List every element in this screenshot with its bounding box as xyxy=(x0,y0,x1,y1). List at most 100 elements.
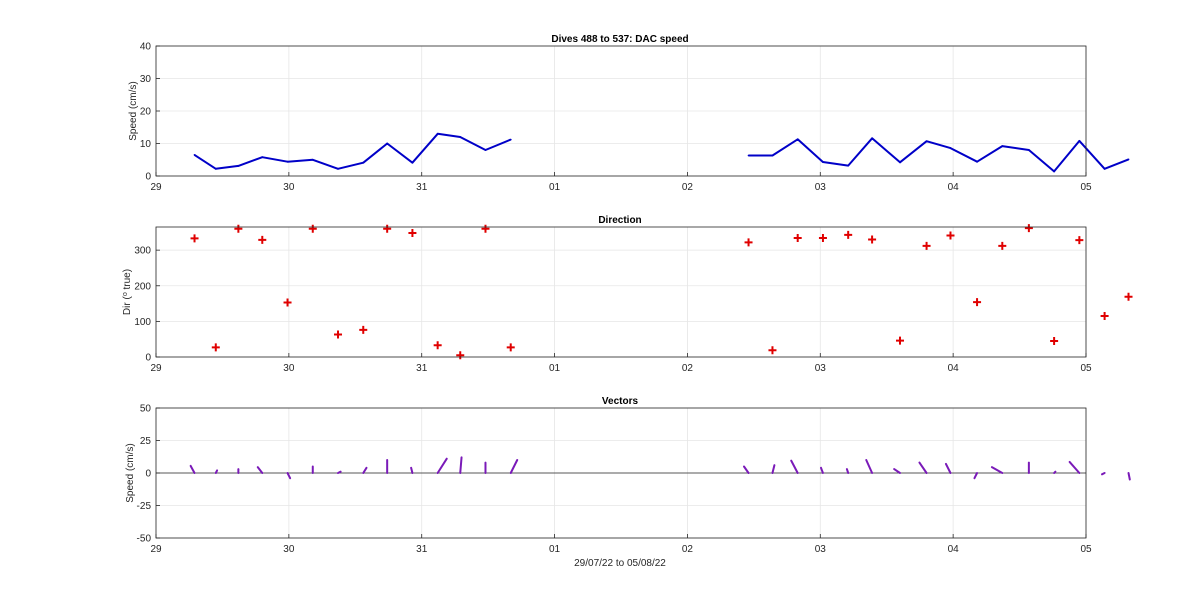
direction-panel: Direction Dir (o true) 29 30 31 01 02 03 04 05 0… xyxy=(122,215,1133,374)
velocity-vector xyxy=(1127,472,1131,481)
velocity-vector xyxy=(337,470,342,474)
speed-data-point xyxy=(1027,149,1030,151)
direction-marker xyxy=(973,298,982,307)
speed-data-point xyxy=(747,154,750,157)
y-tick-label: 50 xyxy=(140,404,152,415)
speed-marks xyxy=(193,132,1130,173)
speed-data-point xyxy=(459,136,462,138)
velocity-vector xyxy=(286,472,292,480)
y-tick-label: 25 xyxy=(140,436,152,447)
x-tick-label: 29 xyxy=(150,363,162,374)
x-tick-label: 31 xyxy=(416,544,428,555)
direction-marker xyxy=(1050,336,1059,345)
speed-data-point xyxy=(1001,145,1004,148)
speed-panel-title: Dives 488 to 537: DAC speed xyxy=(551,34,688,45)
y-tick-label: 20 xyxy=(140,107,152,118)
y-tick-label: -25 xyxy=(137,501,152,512)
speed-tick-labels: 29 30 31 01 02 03 04 05 0 10 20 30 40 xyxy=(140,42,1092,194)
speed-data-point xyxy=(484,149,487,151)
direction-marker xyxy=(359,325,368,334)
x-tick-label: 04 xyxy=(948,544,960,555)
velocity-vector xyxy=(1068,460,1081,474)
direction-marker xyxy=(211,343,220,352)
direction-ylabel-pre: Dir ( xyxy=(122,296,133,316)
speed-data-point xyxy=(949,147,952,149)
velocity-vector xyxy=(771,464,776,474)
direction-marker xyxy=(768,346,777,355)
y-tick-label: 40 xyxy=(140,42,152,53)
direction-tick-labels: 29 30 31 01 02 03 04 05 0 100 200 300 xyxy=(134,246,1092,374)
velocity-vector xyxy=(459,456,463,474)
x-tick-label: 05 xyxy=(1080,363,1092,374)
x-tick-label: 31 xyxy=(416,363,428,374)
speed-data-point xyxy=(771,154,774,157)
y-tick-label: 10 xyxy=(140,139,152,150)
speed-data-point xyxy=(871,137,873,140)
x-tick-label: 02 xyxy=(682,544,694,555)
vectors-tick-labels: 29 30 31 01 02 03 04 05 -50 -25 0 25 50 xyxy=(137,404,1092,556)
x-tick-label: 02 xyxy=(682,182,694,193)
direction-marker xyxy=(818,234,827,243)
speed-data-point xyxy=(1078,140,1081,142)
velocity-vector xyxy=(819,466,824,474)
direction-marker xyxy=(308,224,317,233)
direction-marker xyxy=(896,336,904,345)
velocity-vector xyxy=(509,459,519,474)
x-tick-label: 29 xyxy=(150,544,162,555)
direction-marker xyxy=(1100,312,1109,321)
velocity-vector xyxy=(918,461,928,474)
speed-data-point xyxy=(1127,158,1130,161)
direction-marker xyxy=(868,235,877,244)
direction-marker xyxy=(283,298,292,307)
y-tick-label: 0 xyxy=(145,469,151,480)
y-tick-label: -50 xyxy=(137,534,152,545)
direction-marks xyxy=(190,224,1133,360)
y-tick-label: 0 xyxy=(145,353,151,364)
vectors-marks xyxy=(189,456,1131,481)
x-tick-label: 01 xyxy=(549,544,561,555)
direction-marker xyxy=(258,235,267,244)
speed-data-point xyxy=(796,138,799,141)
velocity-vector xyxy=(214,469,219,474)
speed-data-point xyxy=(976,160,978,163)
direction-marker xyxy=(793,234,802,243)
x-tick-label: 03 xyxy=(815,544,827,555)
x-tick-label: 01 xyxy=(549,363,561,374)
speed-data-point xyxy=(286,160,289,163)
speed-series-line xyxy=(193,132,1129,173)
y-tick-label: 300 xyxy=(134,246,151,257)
speed-data-point xyxy=(362,161,365,164)
y-tick-label: 200 xyxy=(134,281,151,292)
speed-data-point xyxy=(1053,170,1056,173)
direction-ylabel-post: true) xyxy=(122,269,133,292)
direction-marker xyxy=(383,224,392,233)
y-tick-label: 100 xyxy=(134,317,151,328)
x-tick-label: 29 xyxy=(150,182,162,193)
velocity-vector xyxy=(410,466,414,474)
speed-data-point xyxy=(899,161,901,164)
speed-data-point xyxy=(386,142,389,145)
direction-marker xyxy=(481,224,490,233)
direction-marker xyxy=(408,229,417,238)
speed-data-point xyxy=(261,156,264,159)
direction-marker xyxy=(1124,292,1133,301)
velocity-vector xyxy=(893,468,901,474)
direction-marker xyxy=(506,343,515,352)
x-tick-label: 02 xyxy=(682,363,694,374)
vectors-panel: Vectors Speed (cm/s) 29 30 31 01 02 03 04 05 -50… xyxy=(125,396,1131,569)
x-tick-label: 30 xyxy=(283,182,295,193)
direction-marker xyxy=(1024,224,1033,233)
velocity-vector xyxy=(362,466,368,474)
speed-panel: Dives 488 to 537: DAC speed Speed (cm/s)… xyxy=(128,34,1130,194)
speed-data-point xyxy=(847,164,850,167)
speed-data-point xyxy=(925,140,928,143)
direction-marker xyxy=(334,330,343,339)
vectors-panel-title: Vectors xyxy=(602,396,639,407)
velocity-vector xyxy=(742,465,750,474)
x-tick-label: 30 xyxy=(283,363,295,374)
direction-panel-title: Direction xyxy=(598,215,641,226)
speed-data-point xyxy=(311,158,314,161)
speed-panel-ylabel: Speed (cm/s) xyxy=(128,81,139,140)
